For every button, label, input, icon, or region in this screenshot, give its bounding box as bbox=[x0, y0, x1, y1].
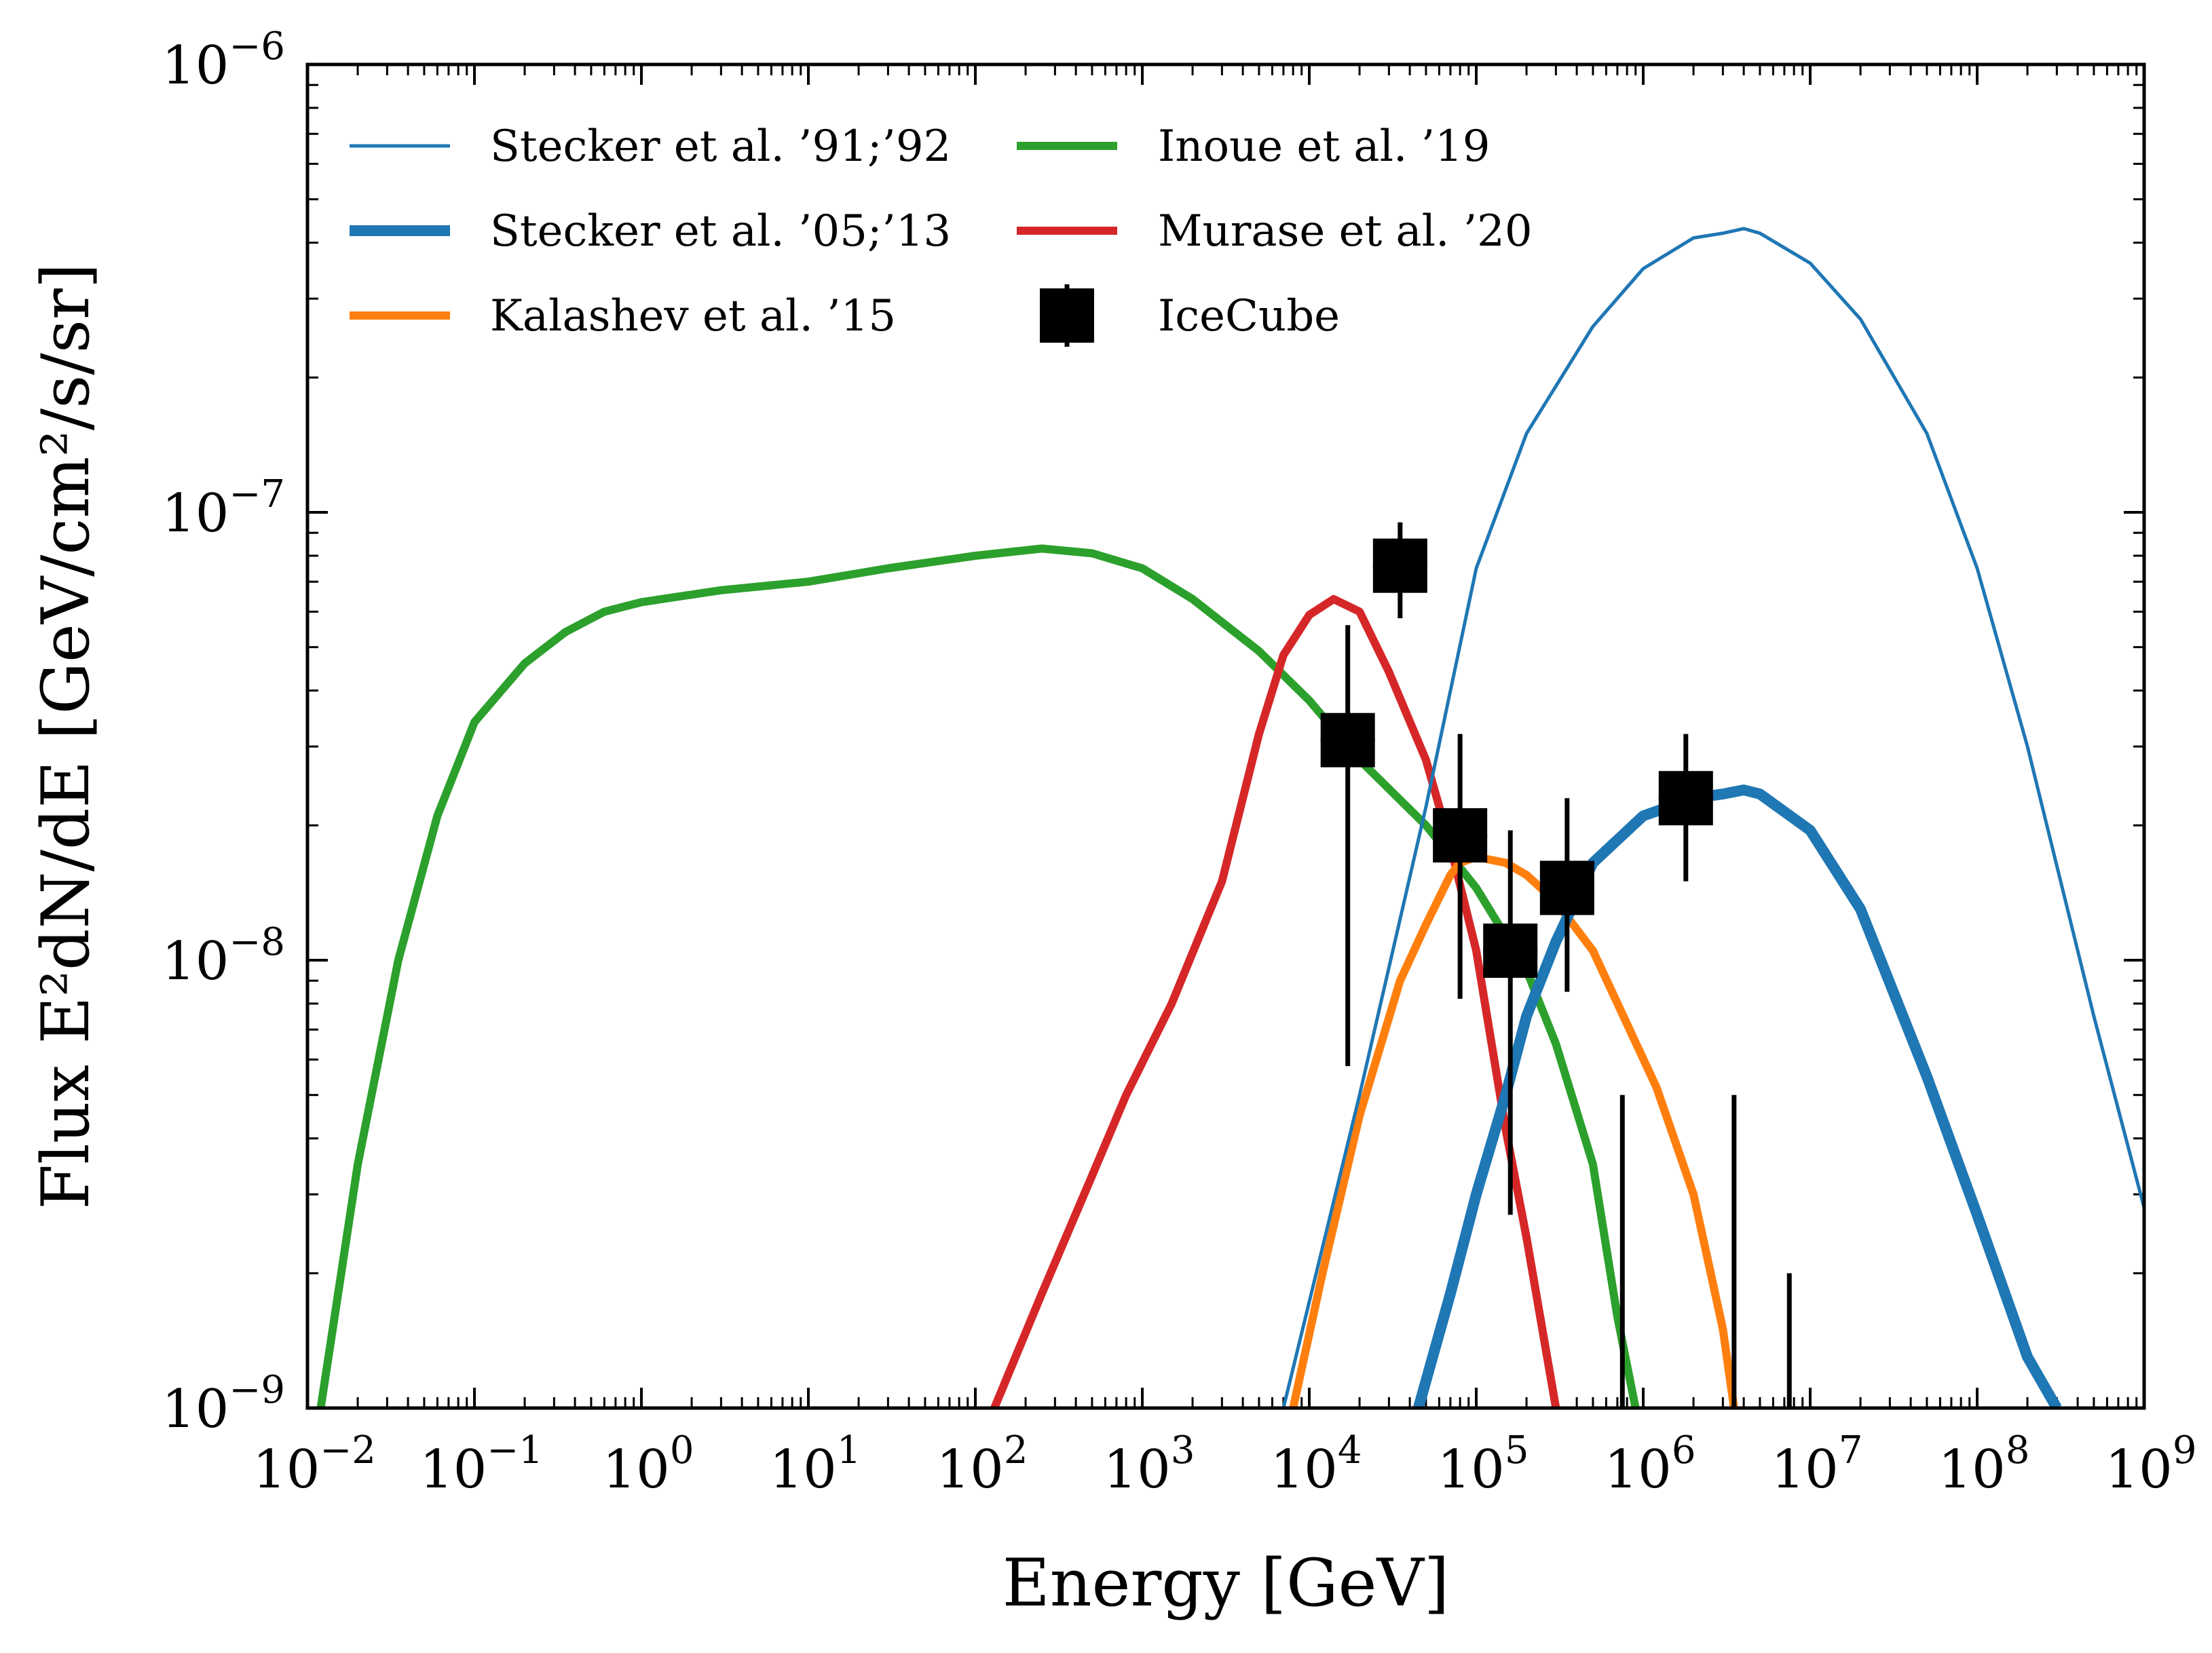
x-tick-label: 109 bbox=[2105, 1428, 2197, 1500]
x-tick-labels: 10−2 10−1 100 101 102 103 104 105 106 107 108 109 bbox=[252, 1428, 2196, 1500]
plot-frame bbox=[305, 62, 2146, 1410]
legend-label: IceCube bbox=[1158, 291, 1340, 341]
icecube-point bbox=[1372, 538, 1427, 593]
x-tick-label: 102 bbox=[937, 1428, 1028, 1500]
y-tick-label: 10−7 bbox=[162, 472, 285, 544]
legend-icecube-marker bbox=[1040, 288, 1094, 343]
x-tick-label: 107 bbox=[1772, 1428, 1863, 1500]
x-tick-label: 106 bbox=[1605, 1428, 1696, 1500]
icecube-point bbox=[1658, 771, 1713, 826]
y-tick-label: 10−8 bbox=[162, 920, 285, 992]
legend-label: Murase et al. ’20 bbox=[1158, 206, 1533, 256]
x-axis-title: Energy [GeV] bbox=[1002, 1545, 1450, 1621]
series-line-kalashev-2 bbox=[1289, 852, 1738, 1408]
icecube-point bbox=[1539, 860, 1594, 915]
major-ticks bbox=[306, 63, 2145, 1409]
y-axis-title: Flux E²dN/dE [GeV/cm²/s/sr] bbox=[28, 263, 104, 1210]
legend-label: Stecker et al. ’91;’92 bbox=[490, 121, 951, 172]
series-line-stecker-0 bbox=[1281, 227, 2144, 1408]
legend-label: Inoue et al. ’19 bbox=[1158, 121, 1491, 172]
x-tick-label: 103 bbox=[1104, 1428, 1195, 1500]
icecube-point bbox=[1320, 712, 1375, 767]
x-tick-label: 10−1 bbox=[419, 1428, 543, 1500]
x-tick-label: 10−2 bbox=[252, 1428, 376, 1500]
y-tick-label: 10−9 bbox=[162, 1368, 285, 1440]
minor-ticks bbox=[307, 64, 2144, 1408]
y-tick-labels: 10−9 10−8 10−7 10−6 bbox=[162, 24, 285, 1440]
x-tick-label: 100 bbox=[603, 1428, 694, 1500]
x-tick-label: 105 bbox=[1438, 1428, 1529, 1500]
icecube-points-layer bbox=[1320, 522, 1792, 1408]
legend: Stecker et al. ’91;’92 Stecker et al. ’05… bbox=[350, 121, 1533, 347]
legend-label: Stecker et al. ’05;’13 bbox=[490, 206, 951, 256]
x-tick-label: 104 bbox=[1271, 1428, 1362, 1500]
legend-label: Kalashev et al. ’15 bbox=[490, 291, 896, 341]
x-tick-label: 101 bbox=[770, 1428, 861, 1500]
icecube-point bbox=[1483, 924, 1538, 978]
y-tick-label: 10−6 bbox=[162, 24, 285, 96]
x-tick-label: 108 bbox=[1938, 1428, 2030, 1500]
icecube-point bbox=[1433, 808, 1488, 863]
series-line-murase-4 bbox=[990, 594, 1560, 1408]
